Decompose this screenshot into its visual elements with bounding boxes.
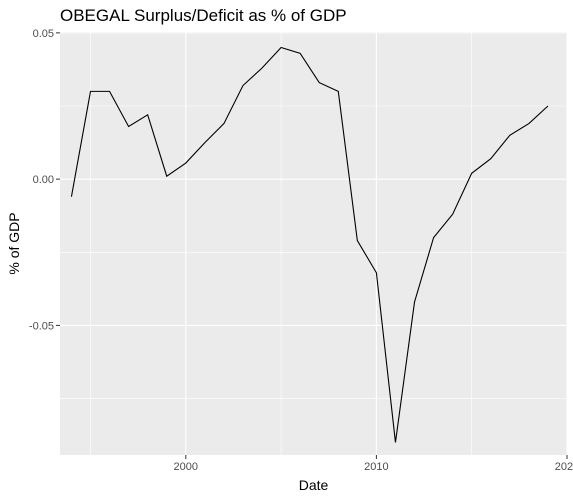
grid-minor xyxy=(60,32,567,455)
y-axis-title: % of GDP xyxy=(6,212,22,274)
y-axis: 0.05 0.00 -0.05 xyxy=(29,28,60,332)
y-tick-label: 0.05 xyxy=(33,28,54,40)
x-tick-label: 2020 xyxy=(555,461,573,473)
plot-panel xyxy=(60,32,567,455)
x-tick-label: 2000 xyxy=(174,461,198,473)
x-tick-label: 2010 xyxy=(364,461,388,473)
series-line xyxy=(70,46,549,443)
grid-major xyxy=(60,32,568,455)
y-tick-label: 0.00 xyxy=(33,174,54,186)
x-axis: 2000 2010 2020 xyxy=(174,455,573,473)
chart-title: OBEGAL Surplus/Deficit as % of GDP xyxy=(60,6,347,25)
y-tick-label: -0.05 xyxy=(29,320,54,332)
x-axis-title: Date xyxy=(299,477,329,493)
